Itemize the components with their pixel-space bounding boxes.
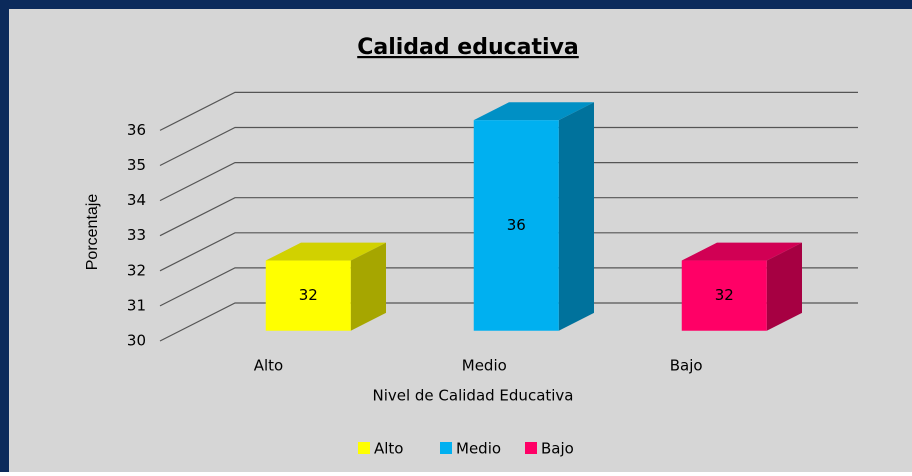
legend-swatch (358, 442, 370, 454)
bar (681, 242, 802, 331)
data-label: 36 (507, 216, 526, 234)
grid-line (159, 126, 858, 167)
x-axis-label: Nivel de Calidad Educativa (372, 387, 573, 405)
grid-line (159, 267, 858, 307)
plot-background (9, 9, 912, 472)
grid-line (159, 162, 858, 202)
bar-top (473, 102, 594, 121)
x-tick-label: Alto (254, 357, 284, 375)
bar-front (265, 260, 351, 331)
bar-side (766, 242, 802, 331)
x-tick-label: Bajo (670, 357, 703, 375)
y-tick-label: 35 (127, 156, 146, 174)
y-axis-label: Porcentaje (84, 194, 101, 271)
bar (473, 102, 594, 331)
y-tick-label: 32 (127, 261, 146, 279)
bar (265, 242, 386, 331)
legend-label: Alto (374, 440, 404, 458)
bar-top (265, 242, 386, 261)
bar-front (681, 260, 767, 331)
data-label: 32 (299, 286, 318, 304)
bar-side (558, 102, 594, 331)
grid-line (159, 197, 858, 237)
bar-side (350, 242, 386, 331)
grid-line (159, 232, 858, 272)
y-tick-label: 31 (127, 296, 146, 314)
grid-line (159, 302, 858, 342)
data-label: 32 (715, 286, 734, 304)
y-tick-label: 34 (127, 191, 146, 209)
legend-label: Bajo (541, 440, 574, 458)
legend-swatch (525, 442, 537, 454)
legend-swatch (440, 442, 452, 454)
bar-top (681, 242, 802, 261)
y-tick-label: 36 (127, 121, 146, 139)
x-tick-label: Medio (462, 357, 507, 375)
y-tick-label: 33 (127, 226, 146, 244)
chart-title: Calidad educativa (357, 35, 579, 60)
bar-front (473, 120, 559, 331)
grid-line (159, 91, 858, 131)
y-tick-label: 30 (127, 332, 146, 350)
legend-label: Medio (456, 440, 501, 458)
